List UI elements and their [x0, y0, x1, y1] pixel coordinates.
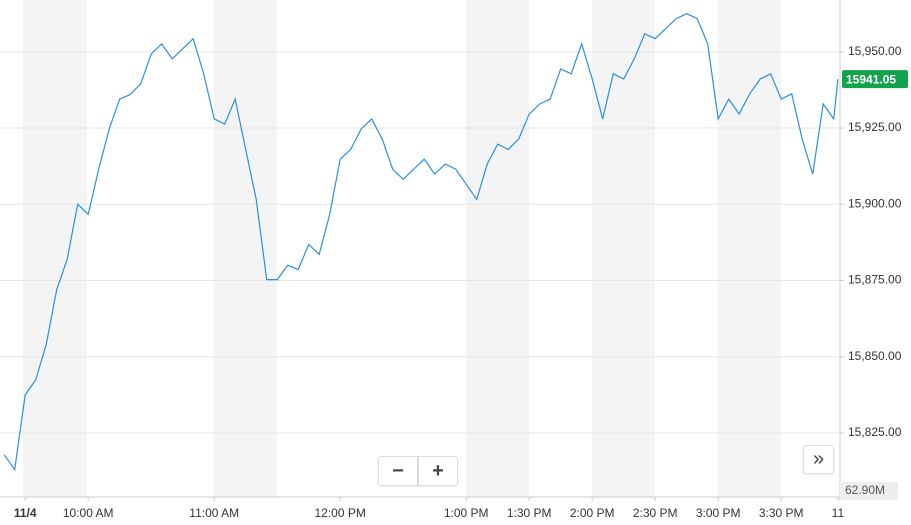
x-tick-label: 3:30 PM: [759, 506, 804, 520]
band: [718, 0, 781, 497]
x-tick-label: 10:00 AM: [63, 506, 114, 520]
price-line: [3, 13, 839, 472]
volume-label: 62.90M: [845, 483, 885, 497]
y-tick-label: 15,850.00: [848, 349, 902, 363]
x-tick-label: 11:00 AM: [189, 506, 239, 520]
band: [466, 0, 529, 497]
y-tick-label: 15,900.00: [848, 196, 902, 210]
volume-badge: [840, 482, 898, 500]
x-tick-label: 12:00 PM: [315, 506, 366, 520]
expand-button[interactable]: »: [803, 445, 834, 474]
last-price-label: 15941.05: [846, 72, 896, 86]
x-tick-label: 1:30 PM: [507, 506, 552, 520]
zoom-in-button[interactable]: +: [418, 456, 458, 486]
last-price-badge: [842, 70, 908, 89]
y-tick-label: 15,875.00: [848, 273, 902, 287]
x-tick-label: 3:00 PM: [696, 506, 741, 520]
x-tick-label: 11/4: [14, 506, 37, 520]
band: [23, 0, 87, 497]
y-tick-label: 15,825.00: [848, 425, 902, 439]
band: [214, 0, 277, 497]
band: [592, 0, 655, 497]
x-tick-label: 2:00 PM: [570, 506, 615, 520]
x-tick-label: 2:30 PM: [633, 506, 678, 520]
x-tick-label: 11: [832, 506, 845, 520]
y-tick-label: 15,925.00: [848, 120, 902, 134]
session-bands: [23, 0, 781, 497]
y-tick-label: 15,950.00: [848, 44, 902, 58]
zoom-out-button[interactable]: −: [378, 456, 418, 486]
x-tick-label: 1:00 PM: [444, 506, 489, 520]
